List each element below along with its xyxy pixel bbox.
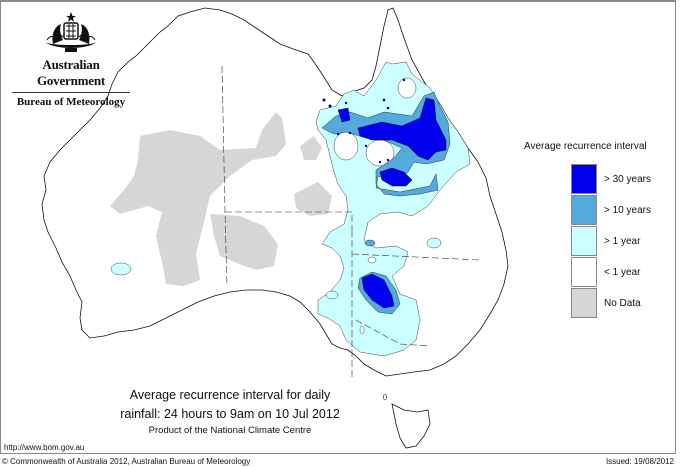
legend-swatch	[571, 195, 597, 225]
commonwealth-coat-of-arms-icon	[45, 12, 97, 52]
legend-swatch	[571, 226, 597, 256]
legend-swatch	[571, 257, 597, 287]
no-data-areas	[110, 112, 332, 286]
interval-gt30-areas	[337, 97, 447, 309]
government-name: Australian Government	[36, 57, 106, 88]
caption-title-line1: Average recurrence interval for daily	[129, 388, 331, 402]
copyright-text: © Commonwealth of Australia 2012, Austra…	[2, 457, 251, 466]
legend-title: Average recurrence interval	[524, 141, 647, 152]
agency-logo: Australian Government Bureau of Meteorol…	[10, 10, 132, 108]
gulf-dots	[322, 78, 406, 164]
issued-date: Issued: 19/08/2012	[605, 457, 674, 466]
legend-swatch	[571, 164, 597, 194]
tasmania-coastline	[391, 403, 431, 449]
agency-name: Bureau of Meteorology	[16, 96, 126, 108]
legend-label: > 10 years	[604, 205, 651, 216]
legend-label: < 1 year	[604, 267, 641, 278]
interval-lt1-holes	[333, 77, 417, 335]
map-caption: Average recurrence interval for daily ra…	[100, 386, 360, 437]
state-borders	[221, 65, 481, 380]
legend-label: No Data	[604, 298, 641, 309]
caption-title-line2: rainfall: 24 hours to 9am on 10 Jul 2012	[120, 407, 340, 421]
logo-divider	[12, 92, 130, 93]
bom-url-link[interactable]: http://www.bom.gov.au	[4, 443, 85, 452]
legend-label: > 1 year	[604, 236, 641, 247]
legend-label: > 30 years	[604, 174, 651, 185]
caption-product: Product of the National Climate Centre	[148, 425, 312, 436]
legend-swatch	[571, 288, 597, 318]
